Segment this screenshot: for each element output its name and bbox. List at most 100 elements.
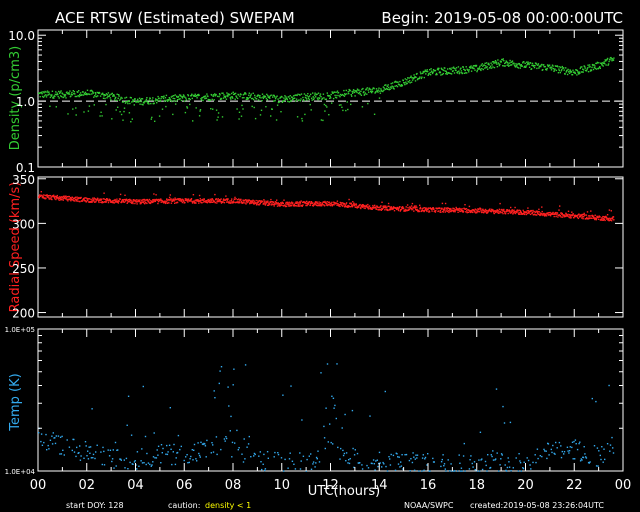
density-point [390, 82, 392, 85]
temp-point [546, 457, 548, 460]
speed-point [192, 194, 195, 196]
density-point [301, 117, 303, 120]
speed-point [379, 208, 381, 211]
temp-point [153, 432, 155, 434]
temp-point [317, 450, 319, 452]
speed-point [604, 219, 606, 222]
density-point [166, 100, 169, 102]
density-point [310, 93, 312, 95]
temp-point [378, 462, 380, 465]
temp-point [75, 455, 77, 458]
density-point [95, 93, 97, 95]
density-point [43, 95, 46, 97]
speed-point [340, 203, 342, 206]
density-point [487, 63, 489, 65]
temp-point [331, 395, 333, 397]
speed-point [115, 201, 117, 203]
speed-point [254, 201, 256, 203]
density-point [306, 99, 308, 101]
speed-point [386, 206, 388, 208]
density-point [213, 99, 215, 101]
density-point [106, 97, 108, 99]
speed-point [325, 202, 327, 205]
density-point [78, 95, 80, 98]
temp-point [361, 468, 364, 470]
density-point [199, 109, 202, 111]
density-point [61, 93, 64, 95]
speed-point [374, 204, 376, 207]
speed-point [212, 199, 214, 201]
density-point [176, 99, 179, 101]
density-point [108, 95, 111, 97]
speed-point [393, 206, 395, 208]
density-point [580, 71, 582, 73]
speed-point [225, 195, 227, 197]
speed-point [273, 203, 276, 205]
density-point [371, 91, 373, 94]
speed-ytick-label: 250 [12, 262, 35, 276]
density-ytick-label: 0.1 [16, 161, 35, 175]
speed-point [470, 211, 472, 213]
temp-point [327, 441, 329, 443]
density-point [391, 82, 394, 84]
density-point [115, 96, 117, 99]
density-point [419, 71, 422, 73]
density-point [96, 95, 98, 98]
density-point [472, 65, 475, 67]
speed-point [397, 207, 399, 209]
speed-point [212, 201, 214, 203]
speed-point [308, 202, 310, 204]
density-point [594, 65, 596, 67]
speed-point [118, 200, 120, 202]
density-point [593, 66, 596, 69]
speed-point [74, 200, 76, 202]
density-point [440, 67, 443, 69]
speed-point [387, 202, 390, 205]
speed-point [470, 210, 473, 212]
speed-point [445, 210, 448, 212]
speed-point [294, 202, 297, 204]
speed-point [315, 204, 318, 207]
density-point [97, 95, 99, 97]
speed-point [39, 194, 41, 196]
speed-point [288, 201, 290, 203]
density-point [143, 102, 145, 104]
density-point [509, 64, 512, 66]
speed-point [427, 207, 430, 209]
speed-point [123, 201, 125, 203]
density-point [513, 64, 516, 66]
speed-point [202, 201, 205, 203]
xtick-label: 02 [78, 478, 95, 493]
density-point [68, 93, 71, 95]
speed-point [511, 209, 513, 211]
temp-point [582, 456, 585, 459]
density-point [284, 95, 286, 97]
temp-point [397, 463, 400, 465]
density-point [340, 104, 342, 106]
speed-point [268, 203, 271, 205]
speed-point [152, 199, 154, 201]
density-point [371, 90, 374, 93]
speed-point [38, 195, 40, 197]
density-point [138, 97, 141, 99]
density-point [293, 95, 295, 97]
speed-point [267, 204, 269, 206]
density-point [280, 111, 282, 113]
density-point [129, 102, 131, 105]
speed-point [256, 203, 258, 205]
speed-point [267, 200, 269, 202]
temp-point [315, 456, 318, 459]
density-point [309, 103, 311, 106]
temp-point [117, 449, 119, 451]
speed-point [552, 211, 554, 214]
density-point [541, 63, 543, 66]
density-point [523, 61, 525, 63]
speed-point [242, 199, 244, 201]
speed-point [583, 215, 585, 218]
density-point [538, 67, 540, 69]
speed-point [383, 206, 386, 208]
speed-point [448, 211, 450, 214]
temp-point [573, 440, 575, 443]
density-point [230, 98, 232, 100]
speed-point [70, 198, 73, 201]
